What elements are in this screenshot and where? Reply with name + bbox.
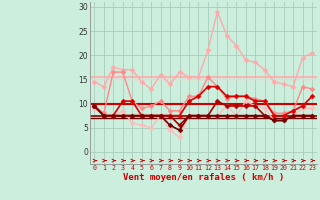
X-axis label: Vent moyen/en rafales ( km/h ): Vent moyen/en rafales ( km/h ) [123,173,284,182]
